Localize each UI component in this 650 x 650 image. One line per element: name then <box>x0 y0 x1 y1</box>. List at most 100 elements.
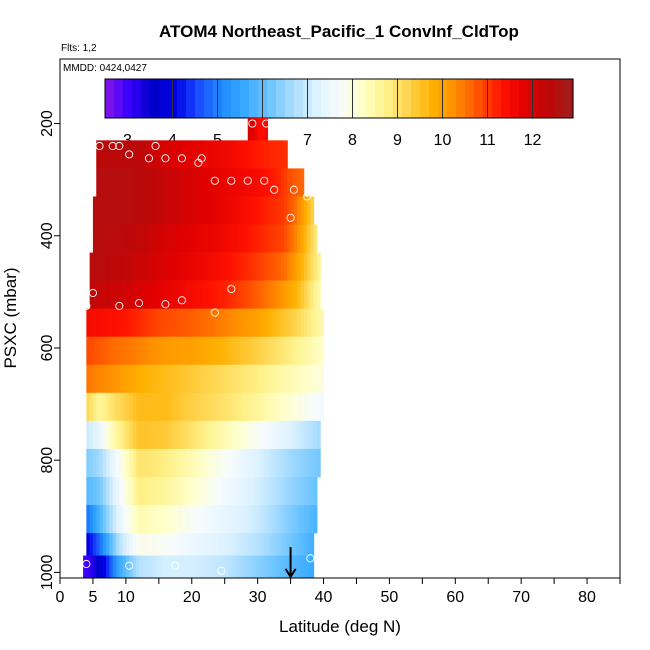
heatmap-cell <box>195 280 199 309</box>
heatmap-cell <box>284 420 288 450</box>
heatmap-cell <box>201 392 206 422</box>
heatmap-cell <box>204 168 209 197</box>
heatmap-cell <box>106 168 110 197</box>
heatmap-cell <box>129 168 133 197</box>
heatmap-cell <box>158 420 163 450</box>
heatmap-cell <box>181 280 186 309</box>
heatmap-cell <box>92 196 97 225</box>
heatmap-cell <box>139 224 143 253</box>
heatmap-cell <box>119 196 124 225</box>
heatmap-cell <box>191 392 196 422</box>
heatmap-cell <box>135 505 140 534</box>
observation-point <box>115 141 124 151</box>
observation-point <box>210 176 219 185</box>
heatmap-cell <box>142 420 147 450</box>
heatmap-cell <box>168 252 173 281</box>
heatmap-cell <box>237 420 242 450</box>
heatmap-cell <box>125 280 130 309</box>
heatmap-cell <box>211 505 216 534</box>
heatmap-cell <box>224 533 229 556</box>
heatmap-cell <box>112 280 117 309</box>
heatmap-cell <box>274 477 278 506</box>
heatmap-cell <box>264 224 269 253</box>
heatmap-cell <box>116 392 120 422</box>
heatmap-cell <box>132 505 137 534</box>
heatmap-cell <box>201 477 206 506</box>
heatmap-cell <box>195 336 199 366</box>
heatmap-cell <box>119 168 124 197</box>
y-tick-label: 800 <box>39 447 56 474</box>
heatmap-cell <box>125 555 130 579</box>
heatmap-cell <box>168 280 173 309</box>
heatmap-cell <box>208 392 213 422</box>
observation-point <box>171 561 180 570</box>
heatmap-cell <box>224 196 229 225</box>
heatmap-cell <box>112 252 117 281</box>
heatmap-cell <box>297 505 301 534</box>
heatmap-cell <box>201 308 206 338</box>
heatmap-cell <box>297 336 301 366</box>
heatmap-cell <box>251 168 255 197</box>
colorbar-segment <box>114 79 124 118</box>
heatmap-cell <box>290 555 295 579</box>
heatmap-cell <box>320 364 325 394</box>
observation-point <box>115 301 124 310</box>
heatmap-cell <box>132 280 137 309</box>
heatmap-cell <box>178 336 183 366</box>
heatmap-cell <box>198 392 203 422</box>
heatmap-cell <box>89 448 94 478</box>
heatmap-cell <box>106 420 110 450</box>
heatmap-cell <box>277 280 282 309</box>
heatmap-cell <box>139 533 143 556</box>
heatmap-cell <box>313 477 318 506</box>
heatmap-cell <box>116 308 120 338</box>
heatmap-cell <box>293 252 298 281</box>
heatmap-cell <box>310 392 315 422</box>
heatmap-cell <box>234 420 239 450</box>
heatmap-cell <box>224 392 229 422</box>
heatmap-cell <box>99 392 104 422</box>
heatmap-cell <box>224 420 229 450</box>
heatmap-cell <box>277 364 282 394</box>
heatmap-cell <box>155 392 160 422</box>
heatmap-cell <box>181 448 186 478</box>
x-tick-label: 5 <box>88 589 97 606</box>
heatmap-cell <box>277 140 282 169</box>
heatmap-cell <box>234 224 239 253</box>
heatmap-cell <box>254 168 259 197</box>
heatmap-cell <box>267 533 272 556</box>
heatmap-cell <box>293 448 298 478</box>
heatmap-cell <box>228 336 232 366</box>
heatmap-cell <box>284 336 288 366</box>
heatmap-cell <box>86 505 91 534</box>
heatmap-cell <box>201 224 206 253</box>
heatmap-cell <box>178 280 183 309</box>
heatmap-cell <box>168 308 173 338</box>
heatmap-cell <box>310 336 315 366</box>
heatmap-cell <box>142 364 147 394</box>
heatmap-cell <box>244 140 249 169</box>
heatmap-cell <box>297 252 301 281</box>
heatmap-cell <box>241 364 245 394</box>
heatmap-cell <box>241 140 245 169</box>
heatmap-cell <box>148 364 153 394</box>
heatmap-cell <box>287 252 292 281</box>
heatmap-cell <box>119 505 124 534</box>
heatmap-cell <box>152 364 157 394</box>
y-tick-label: 600 <box>39 335 56 362</box>
colorbar-segment <box>330 79 340 118</box>
heatmap-cell <box>175 308 180 338</box>
heatmap-cell <box>257 224 262 253</box>
heatmap-cell <box>277 505 282 534</box>
heatmap-cell <box>293 555 298 579</box>
heatmap-cell <box>125 420 130 450</box>
heatmap-cell <box>257 505 262 534</box>
heatmap-cell <box>251 392 255 422</box>
heatmap-cell <box>303 533 308 556</box>
heatmap-cell <box>284 505 288 534</box>
heatmap-cell <box>109 448 114 478</box>
heatmap-cell <box>158 505 163 534</box>
observation-point <box>82 559 91 569</box>
heatmap-cell <box>204 280 209 309</box>
heatmap-cell <box>284 168 288 197</box>
